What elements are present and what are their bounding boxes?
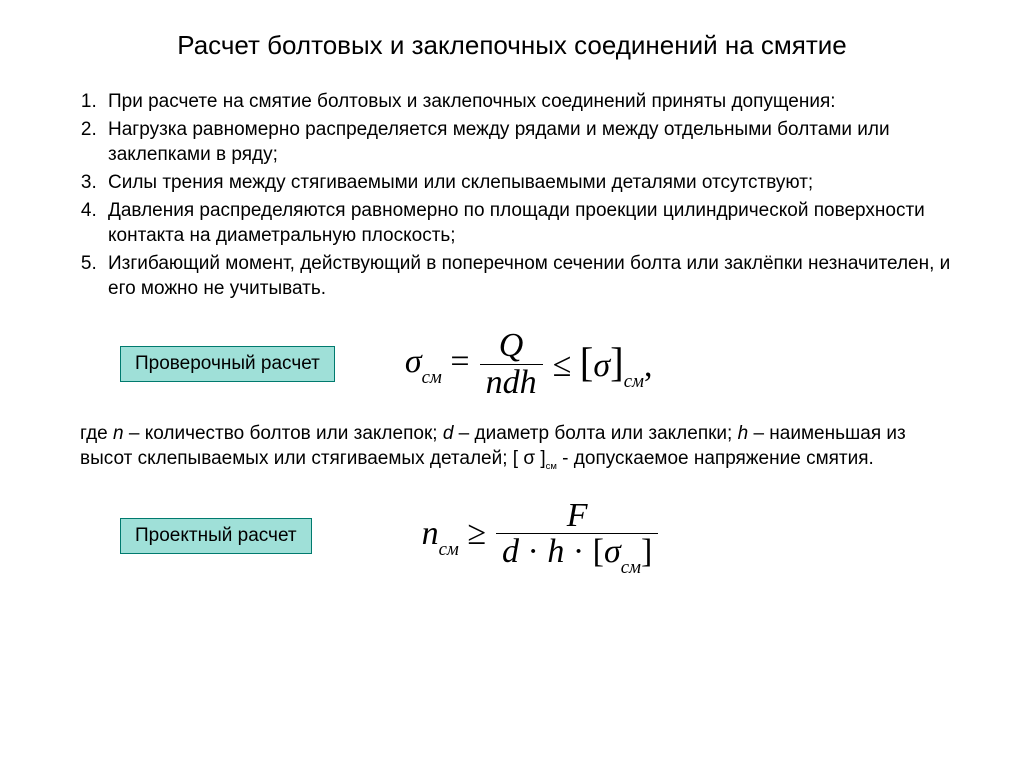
var-n: n — [113, 423, 124, 444]
dot: · — [573, 533, 584, 570]
text: – количество болтов или заклепок; — [124, 423, 443, 444]
relation-leq: ≤ — [553, 347, 572, 384]
bracket-close: ] — [641, 533, 652, 570]
var-h: h — [547, 533, 564, 570]
check-formula: σсм = Q ndh ≤ [σ]см, — [405, 328, 653, 400]
design-row: Проектный расчет nсм ≥ F d · h · [σсм] — [120, 498, 974, 575]
assumptions-list: При расчете на смятие болтовых и заклепо… — [102, 89, 974, 302]
check-row: Проверочный расчет σсм = Q ndh ≤ [σ]см, — [120, 328, 974, 400]
var-d: d — [443, 423, 454, 444]
sigma-symbol: σ — [405, 343, 422, 380]
denominator: ndh — [480, 364, 543, 401]
bracket-close: ] — [610, 340, 624, 385]
sub-cm: см — [439, 539, 459, 560]
text: – диаметр болта или заклепки; — [453, 423, 737, 444]
n-symbol: n — [422, 515, 439, 552]
sub-cm: см — [546, 461, 557, 472]
trailing-comma: , — [644, 347, 653, 384]
list-item: Изгибающий момент, действующий в попереч… — [102, 251, 974, 302]
text: где — [80, 423, 113, 444]
list-item: Силы трения между стягиваемыми или склеп… — [102, 170, 974, 196]
sub-cm: см — [621, 557, 641, 578]
numerator: F — [561, 498, 594, 534]
sub-cm: см — [422, 367, 442, 388]
sigma-symbol: σ — [604, 533, 621, 570]
numerator: Q — [493, 328, 530, 364]
explanation-text: где n – количество болтов или заклепок; … — [80, 421, 954, 474]
var-d: d — [502, 533, 519, 570]
list-item: Нагрузка равномерно распределяется между… — [102, 117, 974, 168]
text: - допускаемое напряжение смятия. — [557, 448, 874, 469]
fraction: Q ndh — [480, 328, 543, 400]
list-item: Давления распределяются равномерно по пл… — [102, 198, 974, 249]
sub-cm: см — [624, 371, 644, 392]
design-badge: Проектный расчет — [120, 518, 312, 554]
check-badge: Проверочный расчет — [120, 346, 335, 382]
relation-geq: ≥ — [467, 515, 486, 552]
fraction: F d · h · [σсм] — [496, 498, 658, 575]
bracket-open: [ — [580, 340, 594, 385]
sigma-symbol: σ — [593, 347, 610, 384]
design-formula: nсм ≥ F d · h · [σсм] — [422, 498, 669, 575]
list-item: При расчете на смятие болтовых и заклепо… — [102, 89, 974, 115]
page-title: Расчет болтовых и заклепочных соединений… — [50, 30, 974, 61]
dot: · — [528, 533, 539, 570]
denominator: d · h · [σсм] — [496, 533, 658, 574]
bracket-open: [ — [593, 533, 604, 570]
var-h: h — [738, 423, 749, 444]
